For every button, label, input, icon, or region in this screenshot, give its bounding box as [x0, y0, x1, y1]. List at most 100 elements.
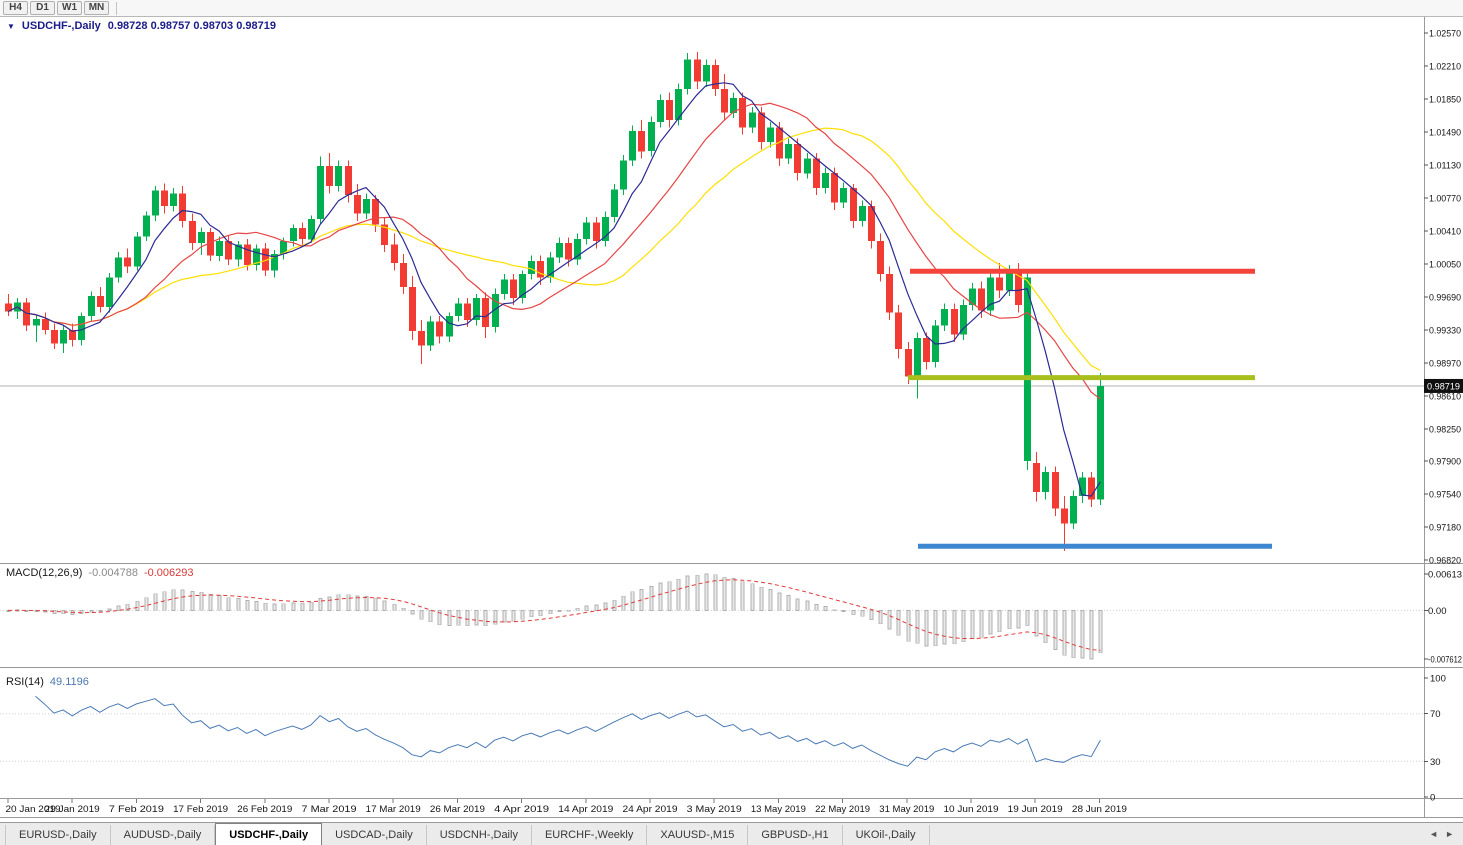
- bull-candle-body: [1079, 477, 1086, 496]
- price-axis-label: 0.99330: [1429, 325, 1461, 336]
- bear-candle-body: [345, 165, 352, 196]
- bear-candle-body: [831, 173, 838, 203]
- tab-eurusd-daily[interactable]: EURUSD-,Daily: [5, 825, 111, 845]
- rsi-value: 49.1196: [49, 676, 89, 688]
- candlesticks: [5, 52, 1104, 551]
- tab-scroll-arrows: ◄ ►: [1429, 823, 1463, 845]
- price-axis-label: 1.01130: [1429, 160, 1461, 171]
- collapse-icon[interactable]: ▼: [7, 21, 15, 31]
- bull-candle-body: [78, 316, 85, 340]
- bull-candle-body: [611, 189, 618, 218]
- symbol-tabbar: EURUSD-,Daily AUDUSD-,Daily USDCHF-,Dail…: [0, 822, 1463, 845]
- date-label: 24 Apr 2019: [623, 804, 678, 815]
- bear-candle-body: [23, 302, 30, 326]
- bull-candle-body: [583, 222, 590, 240]
- chart-canvas[interactable]: 1.02570 1.02210 1.01850 1.01490 1.01130 1.007…: [0, 17, 1463, 822]
- price-axis[interactable]: 1.02570 1.02210 1.01850 1.01490 1.01130 1.007…: [1424, 29, 1463, 804]
- timeframe-mn-button[interactable]: MN: [84, 1, 109, 15]
- bull-candle-body: [914, 338, 921, 377]
- bear-candle-body: [5, 303, 12, 312]
- tab-audusd-daily[interactable]: AUDUSD-,Daily: [111, 825, 216, 845]
- date-label: 19 Jun 2019: [1008, 804, 1063, 815]
- bull-candle-body: [749, 112, 756, 128]
- bull-candle-body: [455, 303, 462, 317]
- rsi-label: RSI(14): [6, 676, 44, 688]
- timeframe-h4-button[interactable]: H4: [3, 1, 28, 15]
- timeframe-w1-button[interactable]: W1: [57, 1, 82, 15]
- chart-header: ▼ USDCHF-,Daily 0.98728 0.98757 0.98703 …: [7, 20, 276, 32]
- bull-candle-body: [675, 88, 682, 121]
- chart-title: USDCHF-,Daily: [21, 20, 101, 32]
- bull-candle-body: [547, 257, 554, 278]
- bull-candle-body: [317, 165, 324, 220]
- rsi-axis-label: 30: [1430, 757, 1441, 768]
- bull-candle-body: [271, 253, 278, 271]
- bull-candle-body: [629, 131, 636, 161]
- macd-signal-value: -0.006293: [143, 567, 194, 579]
- bear-candle-body: [951, 308, 958, 335]
- bear-candle-body: [813, 158, 820, 188]
- bear-candle-body: [905, 349, 912, 377]
- bear-candle-body: [1015, 270, 1022, 306]
- bear-candle-body: [391, 244, 398, 263]
- tab-gbpusd-h1[interactable]: GBPUSD-,H1: [748, 825, 843, 845]
- bear-candle-body: [537, 261, 544, 278]
- bear-candle-body: [1061, 508, 1068, 524]
- price-axis-label: 0.98250: [1429, 424, 1461, 435]
- bull-candle-body: [280, 241, 287, 254]
- bear-candle-body: [244, 244, 251, 265]
- bull-candle-body: [308, 219, 315, 240]
- bear-candle-body: [418, 330, 425, 346]
- price-axis-label: 0.97900: [1429, 457, 1461, 468]
- tab-usdcnh-daily[interactable]: USDCNH-,Daily: [427, 825, 532, 845]
- bear-candle-body: [372, 198, 379, 225]
- bull-candle-body: [519, 274, 526, 298]
- bear-candle-body: [354, 195, 361, 214]
- bull-candle-body: [492, 294, 499, 328]
- bull-candle-body: [115, 257, 122, 278]
- bear-candle-body: [97, 296, 104, 307]
- date-label: 29 Jan 2019: [45, 804, 100, 815]
- bear-candle-body: [42, 319, 49, 330]
- bull-candle-body: [335, 165, 342, 187]
- tab-usdcad-daily[interactable]: USDCAD-,Daily: [322, 825, 427, 845]
- macd-value: -0.004788: [88, 567, 138, 579]
- tab-scroll-right-button[interactable]: ►: [1445, 829, 1454, 839]
- bear-candle-body: [69, 330, 76, 341]
- bull-candle-body: [170, 193, 177, 207]
- date-label: 3 May 2019: [687, 804, 742, 815]
- bull-candle-body: [941, 308, 948, 326]
- bull-candle-body: [648, 121, 655, 152]
- bull-candle-body: [987, 277, 994, 311]
- bull-candle-body: [501, 279, 508, 295]
- macd-axis-label: -0.007612: [1428, 655, 1462, 666]
- price-axis-label: 1.00410: [1429, 226, 1461, 237]
- rsi-axis-label: 100: [1430, 674, 1446, 685]
- bull-candle-body: [730, 98, 737, 113]
- tab-usdchf-daily[interactable]: USDCHF-,Daily: [215, 823, 323, 845]
- price-axis-label: 1.02210: [1429, 61, 1461, 72]
- tab-scroll-left-button[interactable]: ◄: [1429, 829, 1439, 839]
- bull-candle-body: [767, 127, 774, 143]
- macd-axis-label: 0.00: [1428, 606, 1447, 617]
- tab-xauusd-m15[interactable]: XAUUSD-,M15: [647, 825, 749, 845]
- tab-ukoil-daily[interactable]: UKOil-,Daily: [843, 825, 930, 845]
- macd-axis-label: 0.00613: [1428, 570, 1462, 581]
- bear-candle-body: [1052, 472, 1059, 509]
- rsi-header: RSI(14) 49.1196: [6, 676, 89, 688]
- bull-candle-body: [446, 316, 453, 337]
- bull-candle-body: [88, 296, 95, 317]
- bull-candle-body: [822, 173, 829, 188]
- timeframe-d1-button[interactable]: D1: [30, 1, 55, 15]
- macd-histogram: [6, 573, 1103, 660]
- price-axis-label: 0.98970: [1429, 358, 1461, 369]
- price-axis-label: 0.97180: [1429, 523, 1461, 534]
- macd-label: MACD(12,26,9): [6, 567, 83, 579]
- bear-candle-body: [436, 321, 443, 337]
- price-axis-label: 1.00770: [1429, 193, 1461, 204]
- bull-candle-body: [1097, 385, 1104, 500]
- date-label: 22 May 2019: [815, 804, 870, 815]
- price-axis-label: 0.97540: [1429, 490, 1461, 501]
- tab-eurchf-weekly[interactable]: EURCHF-,Weekly: [532, 825, 648, 845]
